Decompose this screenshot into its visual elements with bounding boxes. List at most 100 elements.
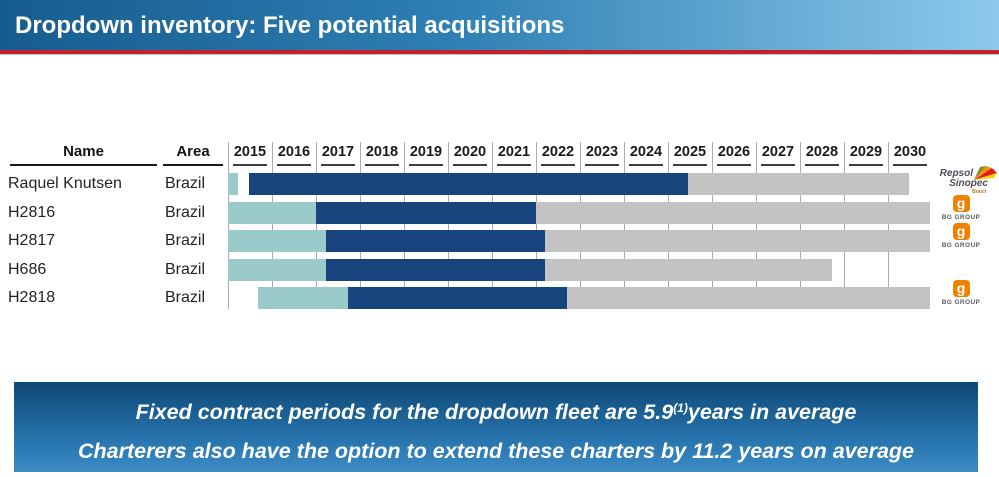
- year-gridline: [228, 142, 229, 309]
- year-header: 2030: [893, 144, 927, 160]
- year-header-underline: [277, 164, 311, 166]
- year-header-underline: [497, 164, 531, 166]
- gantt-bar-option: [566, 287, 930, 310]
- vessel-area-label: Brazil: [165, 175, 206, 192]
- year-header: 2021: [497, 144, 531, 160]
- year-header: 2027: [761, 144, 795, 160]
- year-gridline: [536, 142, 537, 309]
- year-gridline: [712, 142, 713, 309]
- year-gridline: [360, 142, 361, 309]
- year-gridline: [668, 142, 669, 309]
- year-header-underline: [717, 164, 751, 166]
- year-header: 2018: [365, 144, 399, 160]
- year-header: 2023: [585, 144, 619, 160]
- repsol-sinopec-logo: Repsol Sinopec Brasil: [933, 166, 997, 205]
- gantt-bar-option: [536, 201, 930, 224]
- vessel-name-label: H2818: [8, 289, 56, 307]
- year-gridline: [316, 142, 317, 309]
- vessel-name-label: H2817: [8, 232, 56, 250]
- year-header: 2020: [453, 144, 487, 160]
- year-header-underline: [409, 164, 443, 166]
- gantt-bar-pre: [228, 230, 326, 253]
- year-header: 2024: [629, 144, 663, 160]
- year-header-underline: [541, 164, 575, 166]
- gantt-bar-pre: [257, 287, 349, 310]
- year-header: 2028: [805, 144, 839, 160]
- divider-shadow: [0, 54, 999, 55]
- year-gridline: [800, 142, 801, 309]
- gantt-bar-fixed: [249, 173, 688, 195]
- bg-group-caption: BG GROUP: [941, 213, 981, 221]
- year-gridline: [756, 142, 757, 309]
- year-header-underline: [849, 164, 883, 166]
- area-header-underline: [163, 164, 223, 166]
- footnote-superscript: (1): [673, 401, 688, 415]
- name-column-header: Name: [63, 143, 104, 160]
- year-header-underline: [585, 164, 619, 166]
- title-bar: Dropdown inventory: Five potential acqui…: [0, 0, 999, 50]
- vessel-area-label: Brazil: [165, 260, 206, 278]
- vessel-area-label: Brazil: [165, 203, 206, 221]
- vessel-name-label: H686: [8, 260, 47, 278]
- bg-group-caption: BG GROUP: [941, 299, 981, 307]
- gantt-bar-option: [544, 230, 930, 253]
- vessel-area-label: Brazil: [165, 289, 206, 307]
- bg-group-logo: g BG GROUP: [938, 194, 984, 221]
- gantt-bar-pre: [228, 201, 316, 224]
- year-header-underline: [805, 164, 839, 166]
- bg-group-logo: g BG GROUP: [938, 223, 984, 249]
- area-column-header: Area: [176, 143, 210, 160]
- vessel-name-label: H2816: [8, 203, 56, 221]
- year-gridline: [624, 142, 625, 309]
- year-gridline: [448, 142, 449, 309]
- year-header-underline: [893, 164, 927, 166]
- gantt-bar-pre: [228, 258, 326, 281]
- name-header-underline: [10, 164, 157, 166]
- year-header-underline: [365, 164, 399, 166]
- vessel-name-label: Raquel Knutsen: [8, 175, 122, 192]
- gantt-bar-fixed: [325, 230, 545, 253]
- year-header: 2025: [673, 144, 707, 160]
- gantt-bar-option: [687, 173, 910, 195]
- year-header: 2022: [541, 144, 575, 160]
- year-header-underline: [629, 164, 663, 166]
- year-header: 2026: [717, 144, 751, 160]
- year-header: 2029: [849, 144, 883, 160]
- bg-group-logo: g BG GROUP: [938, 280, 984, 306]
- year-header-underline: [321, 164, 355, 166]
- year-gridline: [888, 142, 889, 309]
- summary-callout-box: Fixed contract periods for the dropdown …: [14, 382, 978, 472]
- vessel-area-label: Brazil: [165, 232, 206, 250]
- repsol-fan-icon: [974, 166, 997, 180]
- callout-line-1-tail: years in average: [687, 400, 857, 424]
- gantt-bar-pre: [228, 173, 238, 195]
- sinopec-wordmark: Sinopec: [949, 178, 988, 189]
- callout-line-1: Fixed contract periods for the dropdown …: [14, 389, 978, 432]
- gantt-bar-fixed: [316, 201, 536, 224]
- bg-group-g-icon: g: [952, 194, 970, 212]
- gantt-bar-fixed: [348, 287, 567, 310]
- year-header: 2016: [277, 144, 311, 160]
- red-divider: [0, 50, 999, 54]
- year-header: 2015: [233, 144, 267, 160]
- year-header-underline: [453, 164, 487, 166]
- brasil-wordmark: Brasil: [972, 189, 986, 195]
- gantt-bar-fixed: [325, 258, 545, 281]
- year-gridline: [580, 142, 581, 309]
- page-title: Dropdown inventory: Five potential acqui…: [15, 12, 565, 39]
- year-header-underline: [761, 164, 795, 166]
- callout-line-2: Charterers also have the option to exten…: [77, 439, 915, 463]
- year-gridline: [492, 142, 493, 309]
- bg-group-g-icon: g: [952, 280, 970, 298]
- year-header: 2017: [321, 144, 355, 160]
- gantt-bar-option: [544, 258, 832, 281]
- year-header-underline: [233, 164, 267, 166]
- bg-group-g-icon: g: [952, 223, 970, 241]
- year-header-underline: [673, 164, 707, 166]
- callout-line-1-text: Fixed contract periods for the dropdown …: [135, 400, 674, 424]
- year-gridline: [404, 142, 405, 309]
- year-header: 2019: [409, 144, 443, 160]
- year-gridline: [272, 142, 273, 309]
- repsol-wordmark: Repsol: [939, 168, 973, 179]
